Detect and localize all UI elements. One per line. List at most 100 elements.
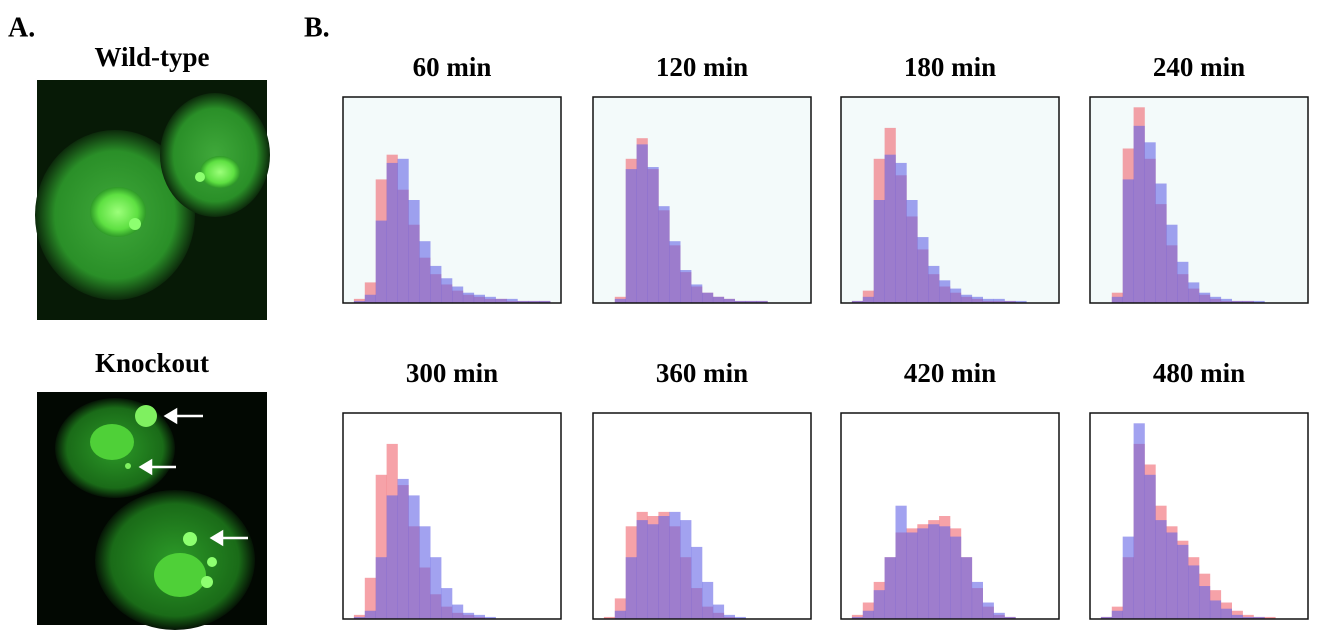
histogram-bin [960, 557, 973, 619]
histogram-bin [625, 557, 637, 619]
histogram-bin [745, 300, 757, 303]
histogram-bin [939, 526, 951, 619]
histogram-bin [1111, 296, 1123, 303]
histogram-bin [462, 292, 475, 303]
histogram-bin [495, 298, 507, 303]
histogram-bin [734, 616, 746, 619]
histogram-bin [364, 294, 376, 303]
histogram-bin [1231, 614, 1243, 619]
histogram-bin [397, 158, 409, 303]
histogram-bin [614, 610, 626, 619]
histogram-bin [1155, 183, 1167, 303]
histogram-bin [734, 300, 746, 303]
histogram-title: 180 min [904, 52, 996, 82]
histogram-bin [1004, 300, 1016, 303]
histogram-bin [982, 298, 994, 303]
histogram-bin [862, 610, 874, 619]
panel-label: A. [8, 12, 35, 43]
plot-frame [1089, 412, 1309, 620]
histogram-title: 480 min [1153, 358, 1245, 388]
histogram-bin [1166, 224, 1178, 303]
histogram-bin [647, 524, 659, 619]
histogram-bin [1144, 474, 1156, 619]
histogram-bin [375, 557, 387, 619]
histogram-bin [1231, 300, 1243, 303]
histogram-bin [971, 296, 983, 303]
histogram-bin [895, 162, 907, 303]
histogram-title: 120 min [656, 52, 748, 82]
histogram-bin [1264, 616, 1276, 619]
plot-frame [342, 96, 562, 304]
histogram-bin [1111, 610, 1123, 619]
histogram-bin [895, 505, 907, 619]
histogram-bin [484, 296, 496, 303]
histogram-bin [1155, 520, 1167, 619]
histogram-bin [473, 614, 485, 619]
histogram-bin [712, 604, 725, 619]
histogram-bin [408, 495, 420, 619]
histogram-bin [723, 614, 735, 619]
histogram-bin [658, 516, 670, 619]
histogram-bin [917, 237, 929, 303]
histogram-bin [517, 300, 529, 303]
plot-frame [1089, 96, 1309, 304]
histogram-bin [691, 284, 703, 303]
histogram-bin [993, 612, 1005, 619]
histogram-bin [1177, 261, 1189, 303]
histogram-bin [430, 265, 442, 303]
histogram-bin [669, 241, 681, 303]
histogram-bin [1015, 300, 1027, 303]
histogram-title: 420 min [904, 358, 996, 388]
histogram-bin [408, 200, 420, 303]
plot-frame [840, 412, 1060, 620]
image-title: Knockout [95, 348, 209, 378]
micrograph [35, 80, 270, 320]
histogram-bin [917, 528, 929, 619]
panel-label: B. [304, 12, 330, 43]
histogram-bin [950, 536, 962, 619]
histogram-bin [419, 526, 431, 619]
histogram-bin [473, 294, 485, 303]
plot-frame [342, 412, 562, 620]
histogram-bin [702, 292, 714, 303]
histogram-bin [397, 478, 409, 619]
histogram-bin [462, 612, 475, 619]
histogram-bin [1220, 608, 1232, 619]
histogram-bin [430, 557, 442, 619]
histogram-bin [625, 169, 637, 303]
histogram-bin [928, 524, 940, 619]
histogram-bin [1242, 300, 1254, 303]
histogram-bin [441, 588, 453, 619]
histogram-bin [539, 300, 551, 303]
histogram-title: 60 min [413, 52, 492, 82]
histogram-bin [419, 241, 431, 303]
histogram-bin [636, 520, 648, 619]
histogram-title: 360 min [656, 358, 748, 388]
histogram-bin [506, 298, 518, 303]
histogram-bin [353, 300, 366, 303]
histogram-bin [1199, 292, 1211, 303]
histogram-bin [712, 296, 725, 303]
plot-frame [840, 96, 1060, 304]
histogram-bin [1209, 600, 1222, 619]
histogram-bin [906, 200, 918, 303]
histogram-bin [939, 280, 951, 303]
histogram-bin [884, 557, 896, 619]
histogram-bin [680, 520, 692, 619]
histogram-bin [1177, 544, 1189, 619]
histogram-bin [851, 300, 864, 303]
histogram-bin [364, 577, 376, 619]
histogram-bin [993, 298, 1005, 303]
histogram-bin [971, 581, 983, 619]
histogram-bin [386, 495, 398, 619]
histogram-bin [364, 282, 376, 303]
histogram-bin [1199, 586, 1211, 619]
histogram-bin [484, 616, 496, 619]
histogram-bin [1253, 616, 1265, 619]
histogram-bin [528, 300, 540, 303]
histogram-bin [669, 511, 681, 619]
histogram-bin [873, 200, 885, 303]
histogram-bin [1004, 616, 1016, 619]
histogram-bin [614, 598, 626, 619]
